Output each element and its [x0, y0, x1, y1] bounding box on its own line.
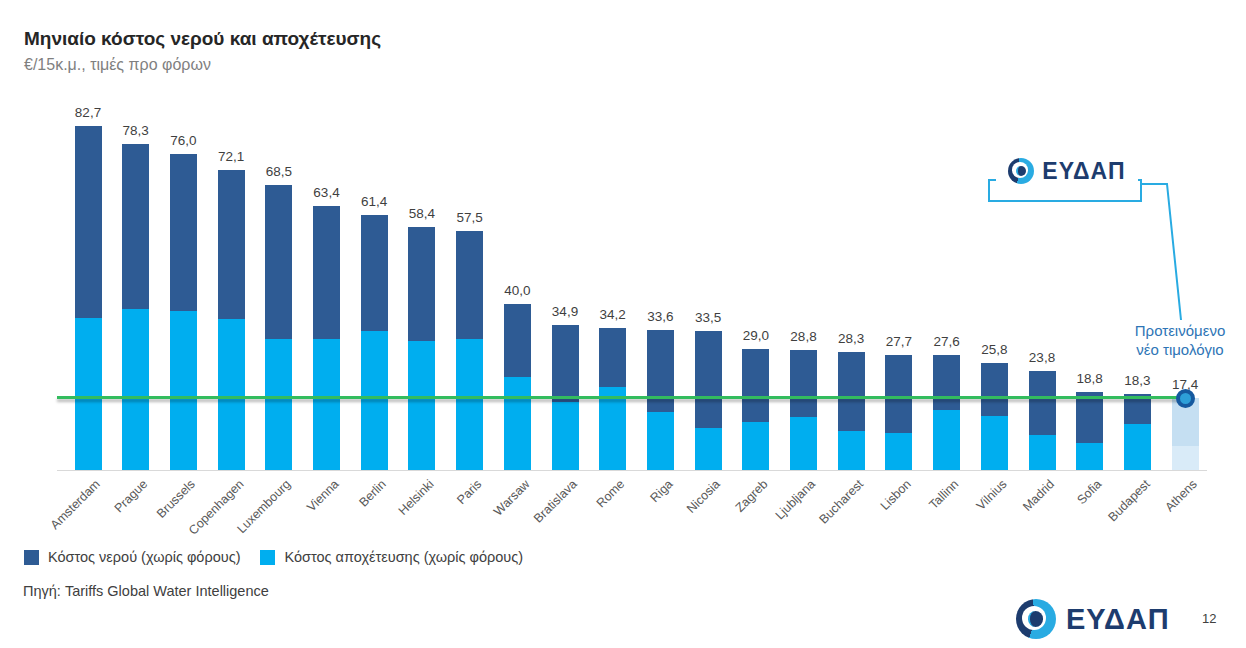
bar-value-label: 33,5	[678, 310, 738, 325]
bar-sewage-Luxembourg	[265, 339, 292, 470]
bar-value-label: 72,1	[201, 149, 261, 164]
bar-sewage-Amsterdam	[75, 318, 102, 470]
bar-sewage-Vilnius	[981, 416, 1008, 470]
x-axis-label: Budapest	[1105, 477, 1152, 524]
bar-water-Copenhagen	[218, 170, 245, 319]
bar-sewage-Budapest	[1124, 424, 1151, 470]
bar-water-Madrid	[1029, 371, 1056, 435]
legend: Κόστος νερού (χωρίς φόρους) Κόστος αποχέ…	[24, 549, 523, 565]
bar-sewage-Copenhagen	[218, 319, 245, 470]
bar-water-Berlin	[361, 215, 388, 331]
bar-sewage-Rome	[599, 387, 626, 470]
bar-water-Helsinki	[408, 227, 435, 341]
bar-value-label: 68,5	[249, 164, 309, 179]
eydap-chart-logo: ΕΥΔΑΠ	[996, 155, 1138, 187]
x-axis-label: Warsaw	[491, 477, 532, 518]
annotation-line-1: Προτεινόμενο	[1110, 322, 1246, 341]
bar-sewage-Madrid	[1029, 435, 1056, 470]
bar-sewage-Bratislava	[552, 402, 579, 470]
eydap-logo-text: ΕΥΔΑΠ	[1066, 603, 1170, 636]
bar-sewage-Brussels	[170, 311, 197, 470]
eydap-swirl-icon	[1016, 599, 1056, 639]
bar-sewage-Sofia	[1076, 443, 1103, 470]
bar-value-label: 23,8	[1012, 350, 1072, 365]
x-axis-label: Athens	[1163, 477, 1200, 514]
x-axis-label: Ljubljana	[773, 477, 818, 522]
bar-water-Amsterdam	[75, 126, 102, 318]
bar-sewage-Ljubljana	[790, 417, 817, 470]
bar-water-Luxembourg	[265, 185, 292, 339]
x-axis-label: Riga	[647, 477, 675, 505]
legend-label-water: Κόστος νερού (χωρίς φόρους)	[48, 549, 240, 565]
bar-sewage-Berlin	[361, 331, 388, 470]
bar-water-Bucharest	[838, 352, 865, 431]
x-axis-label: Tallinn	[927, 477, 962, 512]
bar-water-Ljubljana	[790, 350, 817, 417]
bar-sewage-Vienna	[313, 339, 340, 470]
water-swatch	[24, 550, 39, 565]
bar-water-Rome	[599, 328, 626, 387]
bar-water-Tallinn	[933, 355, 960, 409]
x-axis-label: Paris	[454, 477, 484, 507]
source-note: Πηγή: Tariffs Global Water Intelligence	[23, 583, 269, 599]
x-axis-label: Vienna	[304, 477, 341, 514]
bar-water-Zagreb	[742, 349, 769, 421]
bar-sewage-Helsinki	[408, 341, 435, 470]
bar-sewage-Tallinn	[933, 410, 960, 470]
bar-water-Nicosia	[695, 331, 722, 428]
reference-dot	[1176, 389, 1195, 408]
x-axis-label: Bucharest	[816, 477, 866, 527]
bar-sewage-Zagreb	[742, 422, 769, 470]
bar-value-label: 40,0	[487, 283, 547, 298]
x-axis-label: Zagreb	[733, 477, 771, 515]
bar-water-Sofia	[1076, 392, 1103, 443]
proposed-tariff-annotation: Προτεινόμενο νέο τιμολόγιο	[1110, 322, 1246, 360]
eydap-logo-text: ΕΥΔΑΠ	[1042, 158, 1125, 185]
sewage-swatch	[260, 550, 275, 565]
legend-item-water: Κόστος νερού (χωρίς φόρους)	[24, 549, 240, 565]
bar-water-Vienna	[313, 206, 340, 338]
eydap-swirl-icon	[1008, 158, 1034, 184]
bar-water-Brussels	[170, 154, 197, 311]
x-axis-label: Madrid	[1020, 477, 1057, 514]
reference-line	[57, 396, 1184, 399]
bar-value-label: 82,7	[58, 105, 118, 120]
bar-value-label: 76,0	[153, 133, 213, 148]
eydap-footer-logo: ΕΥΔΑΠ	[1016, 599, 1170, 639]
bar-sewage-Athens	[1172, 446, 1199, 470]
bar-water-Paris	[456, 231, 483, 339]
x-axis-label: Bratislava	[531, 477, 580, 526]
x-axis-label: Berlin	[357, 477, 390, 510]
slide: Μηνιαίο κόστος νερού και αποχέτευσης €/1…	[0, 0, 1246, 648]
x-axis-label: Vilnius	[973, 477, 1009, 513]
bar-sewage-Paris	[456, 339, 483, 470]
x-axis-label: Rome	[594, 477, 627, 510]
bar-sewage-Riga	[647, 412, 674, 470]
x-axis-label: Prague	[112, 477, 150, 515]
bar-water-Prague	[122, 144, 149, 309]
bar-value-label: 57,5	[440, 210, 500, 225]
bar-water-Bratislava	[552, 325, 579, 402]
bar-sewage-Lisbon	[885, 433, 912, 470]
x-axis-line	[57, 470, 1207, 471]
bar-sewage-Prague	[122, 309, 149, 470]
x-axis-label: Helsinki	[396, 477, 437, 518]
bar-water-Lisbon	[885, 355, 912, 433]
bar-water-Warsaw	[504, 304, 531, 377]
page-number: 12	[1202, 611, 1216, 626]
legend-item-sewage: Κόστος αποχέτευσης (χωρίς φόρους)	[260, 549, 523, 565]
x-axis-label: Brussels	[155, 477, 199, 521]
x-axis-label: Nicosia	[684, 477, 723, 516]
bar-sewage-Nicosia	[695, 428, 722, 470]
bar-water-Riga	[647, 330, 674, 412]
legend-label-sewage: Κόστος αποχέτευσης (χωρίς φόρους)	[284, 549, 523, 565]
annotation-line-2: νέο τιμολόγιο	[1110, 341, 1246, 360]
bar-water-Vilnius	[981, 363, 1008, 416]
bar-sewage-Bucharest	[838, 431, 865, 470]
x-axis-label: Amsterdam	[48, 477, 103, 532]
x-axis-label: Sofia	[1075, 477, 1105, 507]
x-axis-label: Lisbon	[878, 477, 914, 513]
bar-sewage-Warsaw	[504, 377, 531, 470]
